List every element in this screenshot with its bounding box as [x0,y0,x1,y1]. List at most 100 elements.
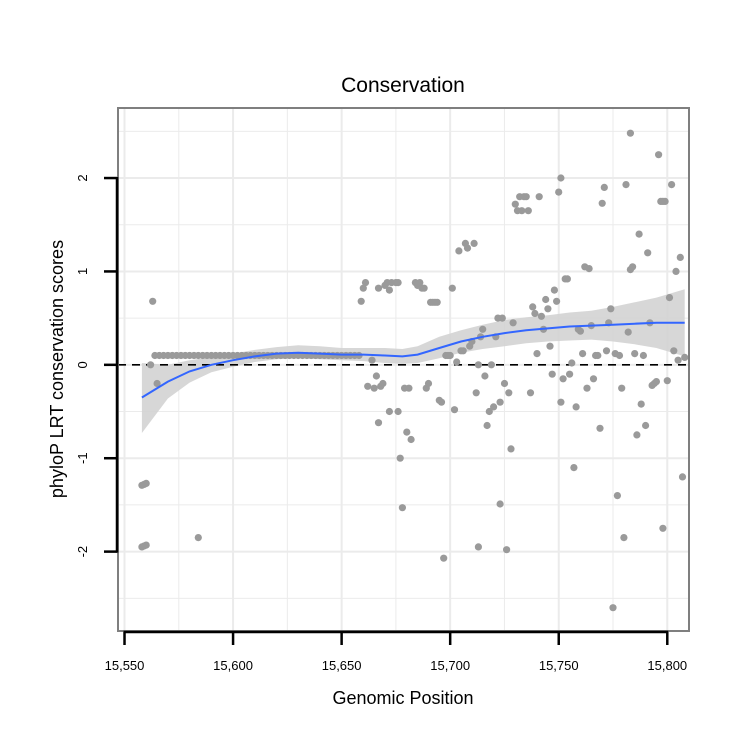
data-point [537,312,546,320]
data-point [394,279,402,287]
data-point [474,361,482,369]
data-point [542,295,550,304]
x-tick-label: 15,800 [647,658,687,673]
data-point [479,325,487,333]
data-point [631,350,639,358]
chart-title: Conservation [341,74,465,97]
data-point [678,473,687,481]
x-axis-label: Genomic Position [332,688,473,708]
data-point [446,351,454,360]
data-point [635,230,643,238]
data-point [524,207,532,215]
data-point [644,249,652,257]
data-point [531,309,539,318]
data-point [563,275,572,283]
y-tick-label: -2 [75,546,90,558]
data-point [474,543,482,551]
y-axis: 2 1 0 -1 -2 [75,174,119,558]
data-point [505,389,513,397]
data-point [485,407,493,416]
data-point [357,297,365,305]
data-point [642,421,650,430]
data-point [589,375,598,383]
data-point [149,297,157,305]
data-point [594,351,602,360]
data-point [572,403,580,411]
data-point [626,129,635,137]
data-point [553,297,561,305]
data-point [396,454,404,462]
data-point [607,305,615,313]
data-point [153,379,161,388]
data-point [555,188,563,196]
data-point [526,389,535,397]
data-point [624,328,632,336]
data-point [633,431,641,439]
data-point [459,347,467,355]
data-point [681,353,689,361]
data-point [639,351,648,360]
data-point [398,504,406,512]
x-tick-label: 15,700 [430,658,470,673]
data-point [637,400,645,408]
data-point [622,181,630,189]
data-point [372,372,380,380]
data-point [670,347,678,355]
y-tick-label: -1 [75,452,90,464]
data-point [661,197,669,205]
data-point [448,284,456,292]
data-point [405,384,413,392]
data-point [566,370,574,378]
data-point [668,181,676,189]
data-point [665,294,674,302]
loess-fit-layer [141,321,685,399]
data-point [600,183,608,191]
data-point [385,286,393,294]
data-point [533,350,541,358]
data-point [498,314,506,322]
data-point [548,370,556,378]
data-point [453,358,461,366]
y-tick-label: 1 [75,268,90,275]
data-point [385,407,393,416]
data-point [559,375,567,383]
data-point [550,286,559,294]
data-point [583,384,591,392]
data-point [420,284,428,292]
x-tick-label: 15,650 [322,658,362,673]
data-point [535,193,543,201]
x-tick-label: 15,750 [539,658,579,673]
data-point [509,319,517,327]
data-point [437,398,446,406]
data-point [507,445,515,453]
data-point [596,424,604,432]
data-point [472,389,480,397]
data-point [374,284,383,292]
data-point [490,403,498,411]
data-point [500,379,509,388]
data-point [672,267,680,275]
data-point [511,200,519,208]
data-point [674,356,682,364]
data-point [609,604,617,612]
data-point [576,327,585,335]
data-point [147,361,155,369]
data-point [568,359,576,367]
data-point [655,151,663,159]
data-point [440,554,448,562]
data-point [676,253,684,261]
data-point [374,419,383,427]
data-point [579,350,587,358]
confidence-band-layer [141,289,685,433]
data-point [598,199,606,207]
data-point [652,378,661,386]
data-point [544,305,552,313]
data-point [613,492,622,500]
x-tick-label: 15,550 [105,658,145,673]
data-point [142,541,150,549]
data-point [359,284,367,292]
data-point [557,398,565,406]
data-point [546,342,554,350]
data-point [142,479,150,487]
